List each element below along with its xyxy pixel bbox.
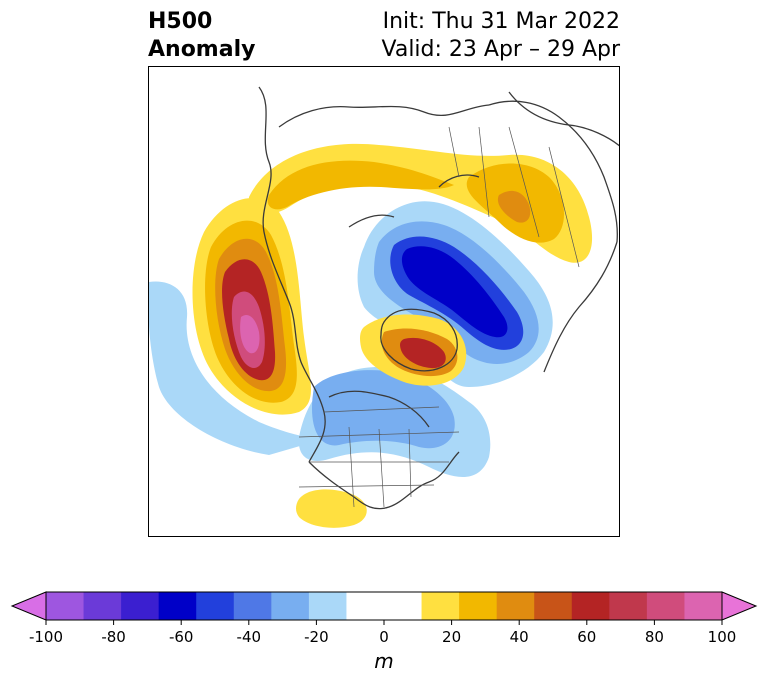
colorbar-swatch [571, 592, 610, 620]
colorbar-swatch [271, 592, 310, 620]
colorbar-swatch [421, 592, 460, 620]
colorbar-ticks: -100 -80 -60 -40 -20 0 20 40 60 80 100 [29, 620, 736, 646]
colorbar-tick-label: -100 [29, 628, 63, 646]
coastlines [258, 86, 619, 510]
chart-title: H500 Anomaly [148, 8, 255, 64]
colorbar-over-arrow [721, 591, 758, 621]
colorbar-under-arrow [10, 591, 47, 621]
valid-range: Valid: 23 Apr – 29 Apr [381, 37, 621, 62]
colorbar: -100 -80 -60 -40 -20 0 20 40 60 80 100 m [10, 591, 758, 673]
colorbar-tick-label: 40 [510, 628, 529, 646]
colorbar-tick-label: -80 [101, 628, 126, 646]
anomaly-neg-outer-band [149, 281, 324, 455]
colorbar-swatch [534, 592, 573, 620]
colorbar-unit: m [374, 649, 393, 673]
map-panel [148, 66, 620, 537]
anomaly-pos-greenland-core [400, 337, 446, 369]
colorbar-swatch [233, 592, 272, 620]
colorbar-swatch [346, 592, 385, 620]
colorbar-swatches [46, 592, 723, 620]
anomaly-pos-gulf [296, 489, 367, 528]
anomaly-neg-arctic-core [401, 246, 508, 338]
colorbar-swatch [496, 592, 535, 620]
init-date: Init: Thu 31 Mar 2022 [382, 9, 620, 34]
colorbar-tick-label: 0 [379, 628, 389, 646]
colorbar-tick-label: 100 [708, 628, 737, 646]
colorbar-tick-label: 60 [577, 628, 596, 646]
colorbar-swatch [83, 592, 122, 620]
title-variable: H500 [148, 9, 213, 34]
colorbar-swatch [46, 592, 85, 620]
colorbar-swatch [459, 592, 498, 620]
colorbar-tick-label: 20 [442, 628, 461, 646]
colorbar-tick-label: 80 [645, 628, 664, 646]
colorbar-swatch [121, 592, 160, 620]
colorbar-tick-label: -40 [237, 628, 262, 646]
colorbar-swatch [308, 592, 347, 620]
anomaly-map [149, 86, 619, 528]
title-field: Anomaly [148, 37, 256, 62]
colorbar-swatch [684, 592, 723, 620]
colorbar-swatch [609, 592, 648, 620]
colorbar-swatch [384, 592, 423, 620]
chart-subtitle: Init: Thu 31 Mar 2022 Valid: 23 Apr – 29… [382, 8, 621, 64]
colorbar-tick-label: -60 [169, 628, 194, 646]
political-borders [298, 126, 580, 508]
colorbar-swatch [646, 592, 685, 620]
colorbar-tick-label: -20 [304, 628, 329, 646]
anomaly-pos-siberia-core [497, 190, 531, 223]
anomaly-pos-pacific-core [240, 314, 260, 354]
colorbar-swatch [158, 592, 197, 620]
colorbar-swatch [196, 592, 235, 620]
anomaly-pos-north-arc-2 [267, 160, 454, 210]
